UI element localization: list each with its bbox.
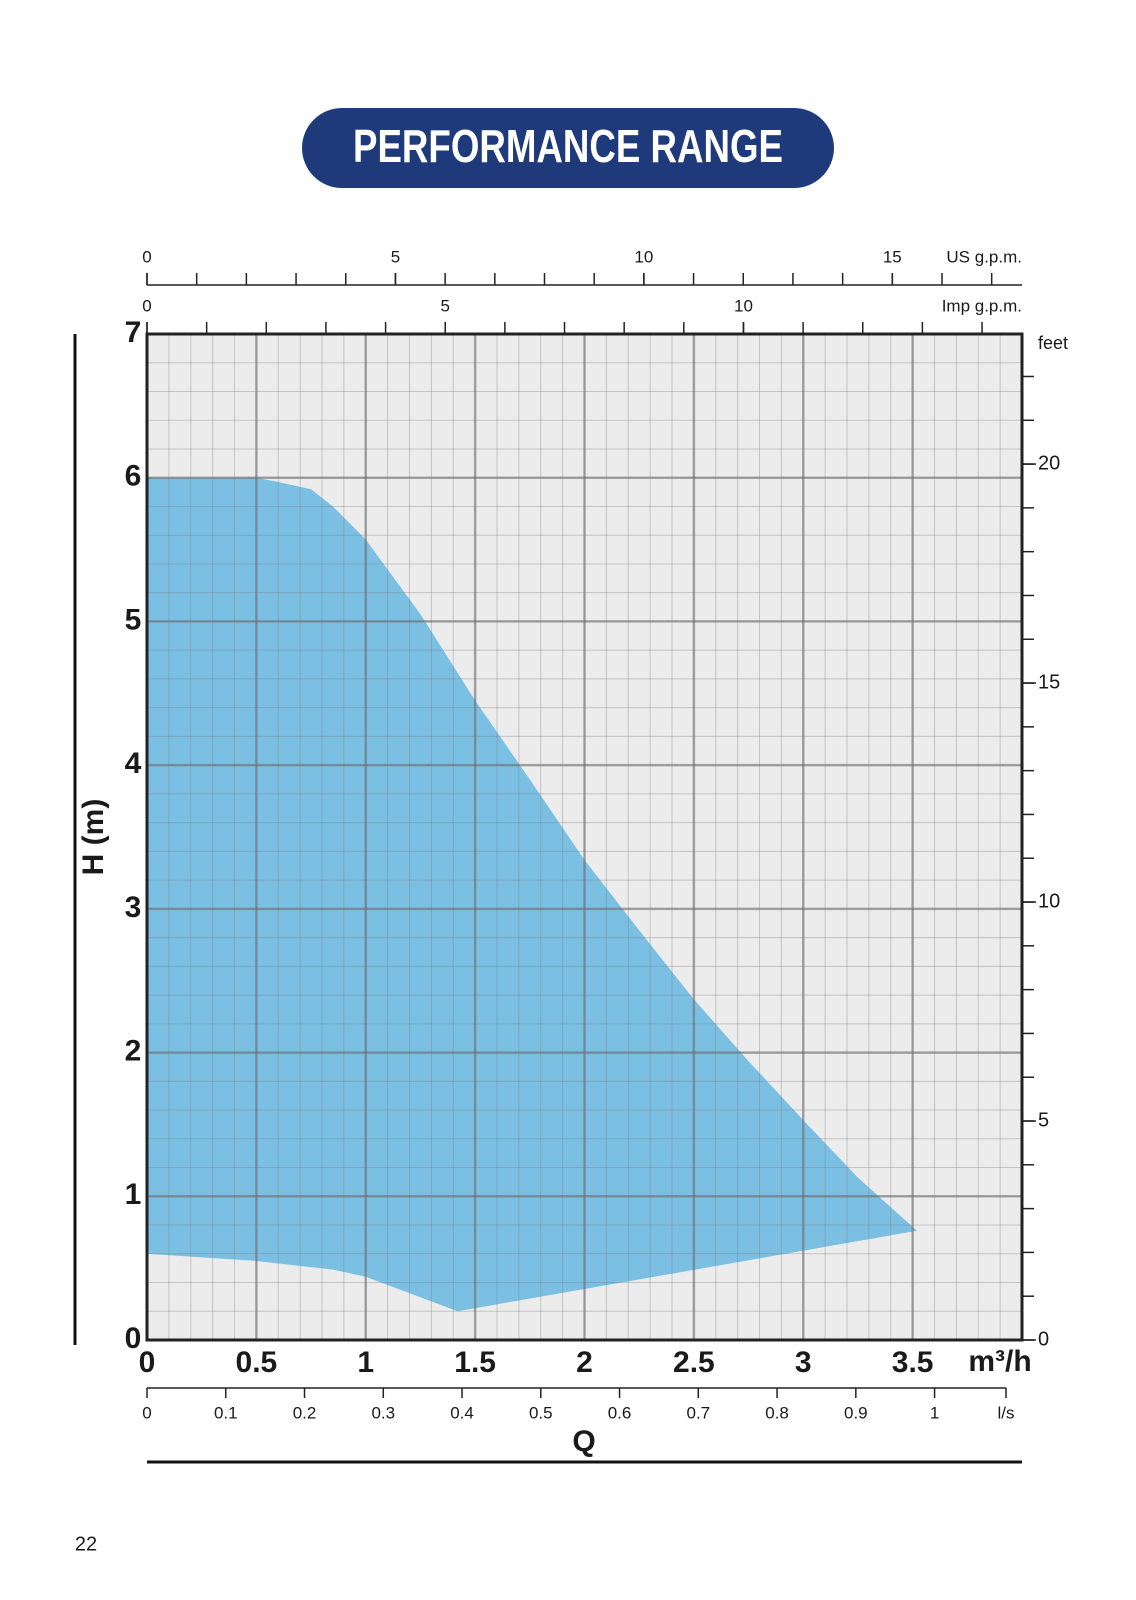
top-tick-label: 15 bbox=[883, 247, 902, 266]
x-tick-label: 2.5 bbox=[673, 1346, 715, 1379]
x-tick-label: 0 bbox=[139, 1346, 156, 1379]
chart-title: PERFORMANCE RANGE bbox=[353, 120, 783, 172]
bottom-tick-label: 0.1 bbox=[214, 1403, 238, 1422]
x-tick-label: 3 bbox=[795, 1346, 812, 1379]
y-tick-label: 5 bbox=[125, 603, 142, 636]
axis-unit: feet bbox=[1038, 333, 1068, 353]
bottom-tick-label: 0.3 bbox=[371, 1403, 395, 1422]
bottom-tick-label: 0.8 bbox=[765, 1403, 789, 1422]
performance-area bbox=[147, 477, 917, 1312]
bottom-tick-label: 0.6 bbox=[608, 1403, 632, 1422]
right-tick-label: 15 bbox=[1038, 671, 1060, 693]
x-tick-label: 1.5 bbox=[454, 1346, 496, 1379]
bottom-tick-label: 0.5 bbox=[529, 1403, 553, 1422]
top-tick-label: 0 bbox=[142, 296, 151, 315]
title-pill bbox=[302, 108, 834, 188]
bottom-tick-label: 0.9 bbox=[844, 1403, 868, 1422]
x-tick-label: 0.5 bbox=[236, 1346, 278, 1379]
y-tick-label: 4 bbox=[125, 747, 142, 780]
right-tick-label: 0 bbox=[1038, 1328, 1049, 1350]
bottom-tick-label: 0.2 bbox=[293, 1403, 317, 1422]
y-tick-label: 6 bbox=[125, 460, 142, 493]
right-tick-label: 5 bbox=[1038, 1109, 1049, 1131]
y-tick-label: 1 bbox=[125, 1178, 142, 1211]
x-tick-label: 3.5 bbox=[892, 1346, 934, 1379]
x-tick-label: 1 bbox=[357, 1346, 374, 1379]
y-tick-label: 0 bbox=[125, 1322, 142, 1355]
bottom-tick-label: 0.4 bbox=[450, 1403, 474, 1422]
right-tick-label: 20 bbox=[1038, 452, 1060, 474]
top-tick-label: 5 bbox=[440, 296, 449, 315]
bottom-tick-label: 1 bbox=[930, 1403, 939, 1422]
y-axis-label: H (m) bbox=[77, 799, 110, 876]
axis-unit: US g.p.m. bbox=[946, 247, 1022, 266]
page-number: 22 bbox=[75, 1533, 97, 1555]
axis-unit: Imp g.p.m. bbox=[942, 296, 1022, 315]
y-tick-label: 3 bbox=[125, 891, 142, 924]
top-tick-label: 0 bbox=[142, 247, 151, 266]
top-tick-label: 5 bbox=[391, 247, 400, 266]
top-tick-label: 10 bbox=[634, 247, 653, 266]
x-tick-label: 2 bbox=[576, 1346, 593, 1379]
top-tick-label: 10 bbox=[734, 296, 753, 315]
y-tick-label: 7 bbox=[125, 316, 142, 349]
bottom-tick-label: 0.7 bbox=[686, 1403, 710, 1422]
axis-unit: l/s bbox=[998, 1403, 1015, 1422]
right-tick-label: 10 bbox=[1038, 890, 1060, 912]
x-axis-label: Q bbox=[572, 1425, 595, 1458]
plot-frame bbox=[145, 332, 1024, 1342]
y-tick-label: 2 bbox=[125, 1034, 142, 1067]
bottom-tick-label: 0 bbox=[142, 1403, 151, 1422]
x-unit: m³/h bbox=[968, 1345, 1031, 1378]
